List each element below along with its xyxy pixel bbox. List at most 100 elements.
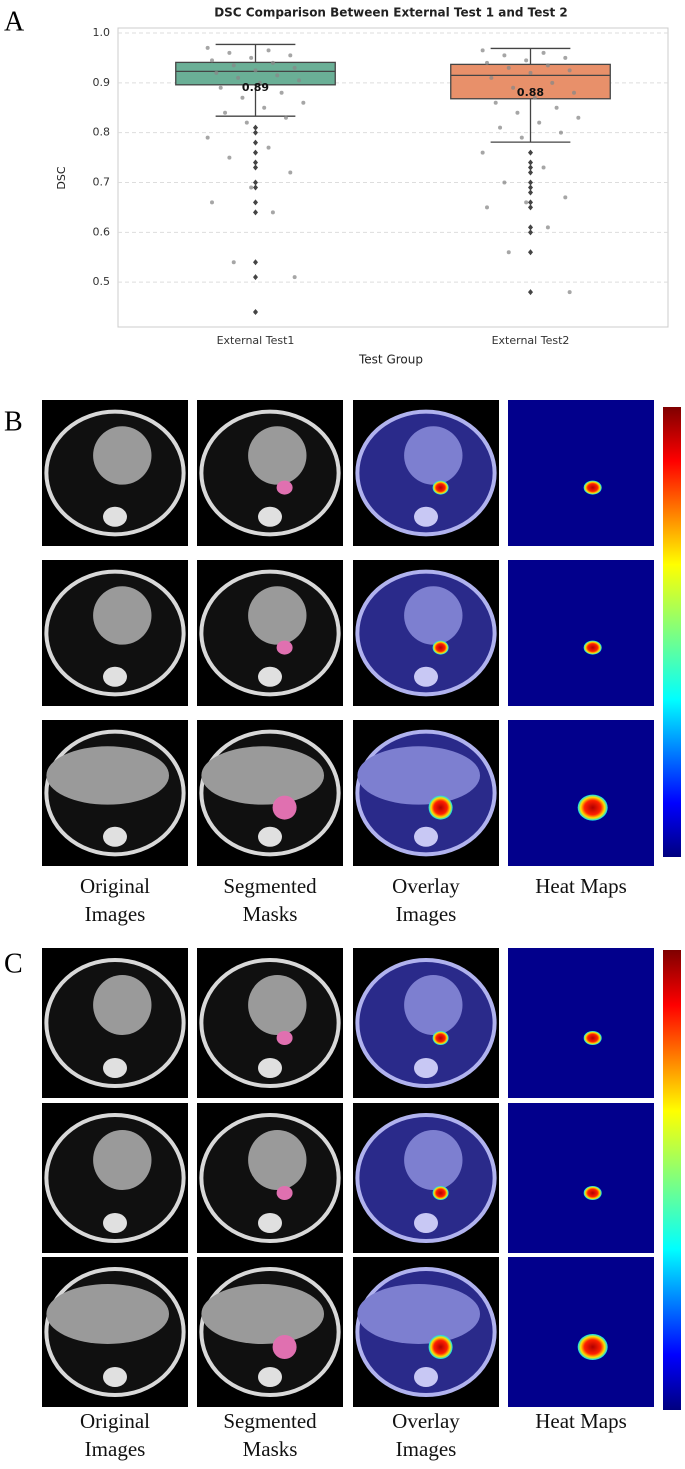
- jitter-point: [485, 60, 489, 65]
- outlier: [253, 179, 258, 186]
- caption: Original: [80, 1409, 150, 1433]
- caption: Images: [396, 1437, 457, 1461]
- spine: [103, 1058, 127, 1078]
- jitter-point: [532, 95, 537, 100]
- y-tick-label: 0.6: [93, 225, 111, 238]
- outlier: [528, 159, 533, 166]
- x-tick-label: External Test1: [217, 334, 295, 347]
- spine: [258, 1058, 282, 1078]
- spine: [258, 826, 282, 847]
- organ: [248, 1130, 307, 1190]
- jitter-point: [210, 58, 214, 63]
- y-tick-label: 0.5: [93, 275, 111, 288]
- x-tick-label: External Test2: [492, 334, 570, 347]
- spine: [103, 1367, 127, 1387]
- jitter-point: [545, 225, 550, 230]
- lesion: [432, 480, 449, 495]
- lesion: [276, 480, 293, 495]
- caption: Overlay: [392, 874, 460, 898]
- lesion: [272, 795, 297, 820]
- jitter-point: [493, 100, 498, 105]
- image-tile: [42, 560, 188, 706]
- jitter-point: [257, 80, 262, 85]
- jitter-point: [270, 210, 275, 215]
- jitter-point: [253, 68, 258, 73]
- jitter-point: [275, 73, 280, 78]
- image-tile: [508, 1103, 654, 1253]
- outlier: [253, 309, 258, 316]
- heat-blob: [583, 480, 602, 495]
- spine: [103, 826, 127, 847]
- outlier: [253, 164, 258, 171]
- jitter-point: [541, 165, 546, 170]
- jitter-point: [266, 48, 271, 53]
- box: [450, 63, 611, 100]
- lesion: [432, 1031, 449, 1045]
- image-tile: [353, 1103, 499, 1253]
- tile-bg: [508, 948, 654, 1098]
- jitter-point: [297, 78, 301, 83]
- jitter-point: [283, 115, 288, 120]
- mean-label: 0.88: [517, 86, 544, 99]
- outlier: [528, 164, 533, 171]
- jitter-point: [541, 50, 546, 55]
- caption: Masks: [243, 1437, 298, 1461]
- tile-bg: [508, 400, 654, 546]
- jitter-point: [515, 110, 520, 115]
- jitter-point: [231, 260, 236, 265]
- spine: [414, 826, 438, 847]
- y-tick-label: 0.9: [93, 76, 111, 89]
- image-tile: [353, 948, 499, 1098]
- tile-bg: [508, 1257, 654, 1407]
- image-tile: [197, 560, 343, 706]
- jitter-point: [511, 85, 516, 90]
- caption: Images: [85, 902, 146, 926]
- y-tick-label: 0.7: [93, 175, 111, 188]
- outlier: [253, 184, 258, 191]
- mean-label: 0.89: [242, 81, 269, 94]
- spine: [103, 506, 127, 527]
- heat-blob: [577, 1334, 608, 1360]
- outlier: [253, 199, 258, 206]
- caption: Heat Maps: [535, 874, 627, 898]
- jitter-point: [236, 75, 241, 80]
- outlier: [528, 149, 533, 156]
- jitter-point: [489, 75, 494, 80]
- lesion: [428, 795, 453, 820]
- outlier: [253, 149, 258, 156]
- heat-blob: [583, 1186, 602, 1200]
- image-tile: [508, 400, 654, 546]
- y-axis-label: DSC: [55, 166, 68, 189]
- spine: [258, 506, 282, 527]
- image-tile: [42, 1257, 188, 1407]
- jitter-point: [292, 275, 297, 280]
- chart-title: DSC Comparison Between External Test 1 a…: [214, 6, 568, 20]
- organ: [404, 1130, 463, 1190]
- outlier: [528, 204, 533, 211]
- outlier: [253, 209, 258, 216]
- panel-label: B: [4, 406, 23, 437]
- jitter-point: [506, 250, 511, 255]
- spine: [414, 506, 438, 527]
- lesion: [428, 1335, 453, 1359]
- jitter-point: [249, 55, 254, 60]
- jitter-point: [292, 65, 297, 70]
- image-tile: [42, 400, 188, 546]
- jitter-point: [528, 70, 533, 75]
- y-tick-label: 1.0: [93, 26, 111, 39]
- organ: [404, 586, 463, 645]
- jitter-point: [537, 120, 542, 125]
- outlier: [253, 124, 258, 131]
- jitter-point: [240, 95, 245, 100]
- image-tile: [353, 400, 499, 546]
- jitter-point: [572, 90, 576, 95]
- image-tile: [353, 1257, 499, 1407]
- jitter-point: [550, 80, 555, 85]
- lesion: [276, 1031, 293, 1045]
- jitter-point: [231, 63, 236, 68]
- organ: [201, 1284, 325, 1344]
- organ: [93, 1130, 152, 1190]
- organ: [46, 1284, 170, 1344]
- image-tile: [508, 948, 654, 1098]
- outlier: [253, 274, 258, 281]
